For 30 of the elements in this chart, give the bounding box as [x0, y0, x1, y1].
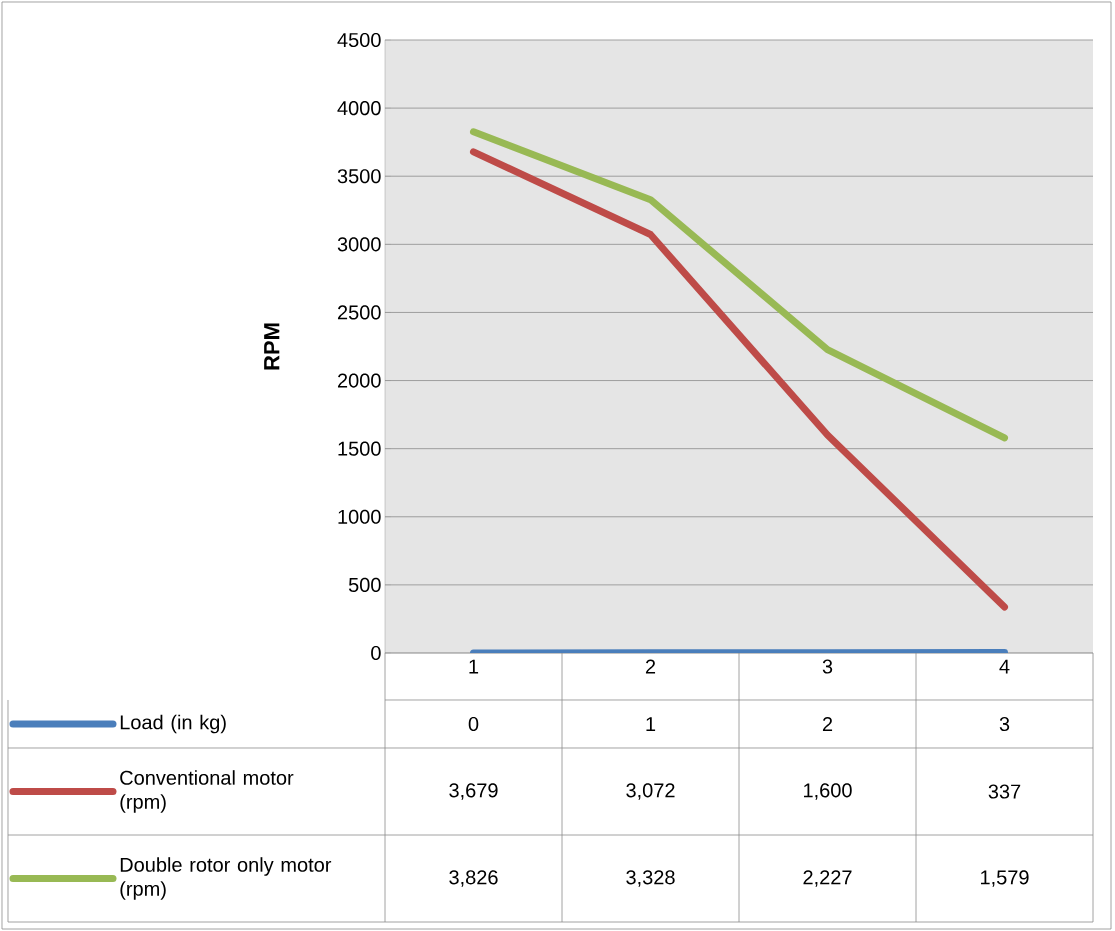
data-label: 2	[822, 717, 833, 731]
legend-label: Double rotor only motor (rpm)	[120, 857, 332, 900]
data-label: 3	[999, 716, 1010, 732]
data-label: 2,227	[803, 870, 852, 887]
y-tick-label: 3500	[337, 169, 381, 184]
data-label: 1,579	[981, 870, 1029, 887]
x-tick-label: 3	[822, 659, 833, 674]
data-label: 3,072	[626, 783, 675, 800]
data-label: 337	[988, 784, 1021, 799]
y-tick-label: 4000	[337, 101, 381, 116]
y-tick-label: 2500	[337, 305, 381, 320]
legend-label: Load (in kg)	[120, 714, 226, 734]
y-tick-label: 0	[371, 645, 381, 661]
y-axis-title: RPM	[264, 323, 280, 370]
legend-label: Conventional motor (rpm)	[120, 770, 294, 813]
x-tick-label: 4	[999, 659, 1010, 674]
y-tick-label: 500	[348, 577, 381, 592]
data-label: 3,328	[626, 870, 675, 887]
data-label: 1,600	[804, 783, 852, 800]
x-tick-label: 1	[469, 659, 479, 674]
data-label: 0	[468, 716, 479, 732]
y-tick-label: 4500	[337, 32, 381, 48]
y-tick-label: 1000	[338, 509, 381, 524]
data-label: 1	[646, 717, 656, 731]
y-tick-label: 1500	[338, 441, 381, 456]
y-tick-label: 2000	[337, 373, 381, 388]
y-tick-label: 3000	[337, 237, 381, 252]
x-tick-label: 2	[645, 659, 656, 674]
data-label: 3,826	[449, 870, 498, 887]
data-label: 3,679	[449, 783, 498, 800]
